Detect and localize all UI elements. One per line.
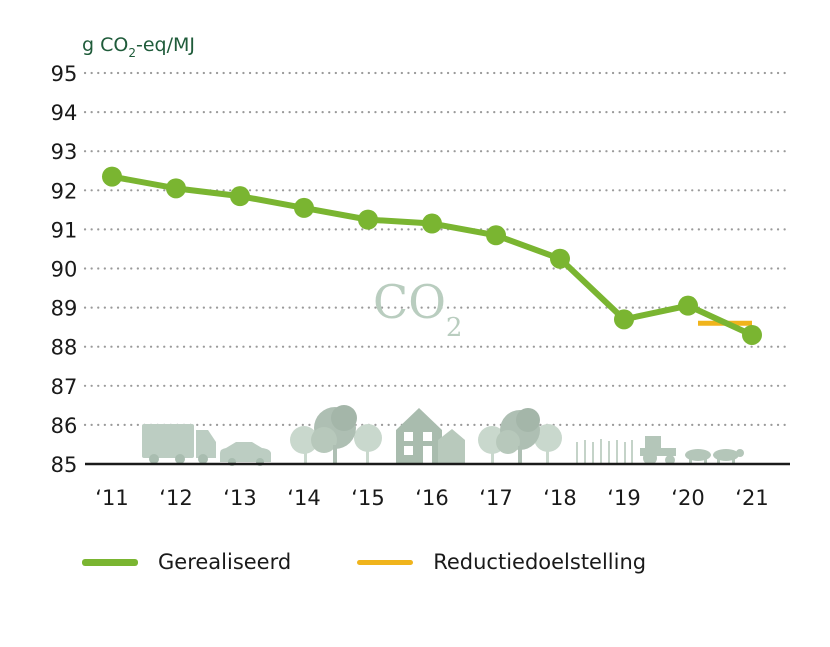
data-point [614, 309, 634, 330]
y-axis-ticks: 95 94 93 92 91 90 89 88 87 86 85 [51, 62, 78, 477]
x-tick-label: ‘14 [287, 486, 320, 510]
legend-item-target: Reductiedoelstelling [357, 550, 646, 574]
legend-item-realized: Gerealiseerd [82, 550, 291, 574]
y-tick-label: 85 [51, 453, 78, 477]
data-point [166, 178, 186, 199]
x-tick-label: ‘18 [543, 486, 576, 510]
house-icon [396, 408, 465, 464]
line-chart: g CO2-eq/MJ 95 94 93 92 91 90 89 88 87 86 85 CO2 [51, 34, 792, 510]
animals-icon [685, 449, 744, 464]
car-icon [220, 442, 271, 466]
y-tick-label: 89 [51, 297, 78, 321]
legend-label-target: Reductiedoelstelling [433, 550, 647, 574]
illustration-strip [142, 405, 744, 466]
x-tick-label: ‘16 [415, 486, 448, 510]
data-point [358, 209, 378, 230]
y-tick-label: 91 [51, 218, 78, 242]
legend-label-realized: Gerealiseerd [158, 550, 292, 574]
y-tick-label: 95 [51, 62, 78, 86]
y-tick-label: 90 [51, 258, 78, 282]
x-axis-ticks: ‘11 ‘12 ‘13 ‘14 ‘15 ‘16 ‘17 ‘18 ‘19 ‘20 ‘21 [95, 486, 768, 510]
trees-icon-2 [478, 408, 562, 464]
data-point [550, 248, 570, 269]
x-tick-label: ‘17 [479, 486, 512, 510]
legend: Gerealiseerd Reductiedoelstelling [82, 550, 712, 574]
data-point [486, 225, 506, 246]
x-tick-label: ‘20 [671, 486, 704, 510]
y-tick-label: 87 [51, 375, 78, 399]
y-tick-label: 86 [51, 414, 78, 438]
y-tick-label: 88 [51, 336, 78, 360]
data-point [742, 324, 762, 345]
legend-swatch-realized [82, 558, 138, 566]
grid-lines [83, 71, 792, 426]
x-tick-label: ‘12 [159, 486, 192, 510]
y-tick-label: 92 [51, 179, 78, 203]
truck-icon [142, 424, 216, 464]
tractor-icon [640, 436, 676, 465]
x-tick-label: ‘21 [735, 486, 768, 510]
x-tick-label: ‘11 [95, 486, 128, 510]
data-point [102, 166, 122, 187]
co2-watermark: CO2 [373, 275, 462, 343]
wheat-icon [576, 439, 633, 464]
data-point [294, 197, 314, 218]
data-point [422, 213, 442, 234]
y-tick-label: 93 [51, 140, 78, 164]
x-tick-label: ‘15 [351, 486, 384, 510]
data-point [230, 186, 250, 207]
y-tick-label: 94 [51, 101, 78, 125]
y-axis-unit-label: g CO2-eq/MJ [82, 34, 195, 60]
realized-series-points [102, 166, 762, 345]
x-tick-label: ‘13 [223, 486, 256, 510]
legend-swatch-target [357, 559, 414, 565]
data-point [678, 295, 698, 316]
x-tick-label: ‘19 [607, 486, 640, 510]
trees-icon [290, 405, 382, 464]
